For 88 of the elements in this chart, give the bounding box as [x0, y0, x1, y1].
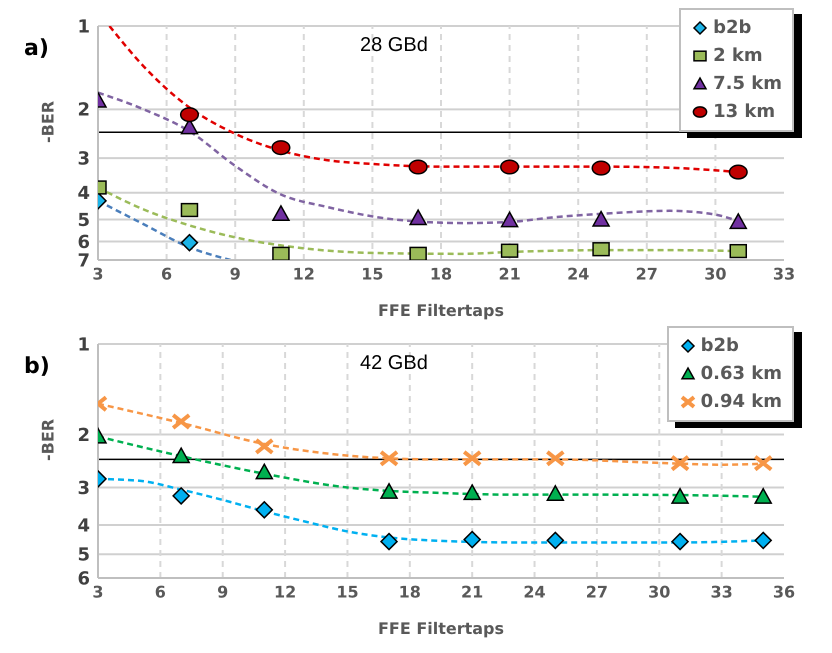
point [754, 532, 772, 550]
x-tick-label: 3 [92, 264, 104, 284]
point [409, 246, 427, 260]
x-tick-label: 3 [92, 582, 104, 602]
x-tick-label: 33 [710, 582, 733, 602]
x-tick-label: 15 [361, 264, 384, 284]
x-tick-label: 12 [274, 582, 296, 602]
point [730, 244, 748, 258]
x-tick-label: 18 [398, 582, 421, 602]
annotation: 28 GBd [360, 34, 428, 57]
x-tick-label: 27 [636, 264, 658, 284]
x-tick-label: 36 [772, 582, 796, 602]
x-axis-title: FFE Filtertaps [378, 301, 504, 320]
point [546, 485, 564, 501]
point [380, 532, 398, 550]
point [754, 488, 772, 504]
y-tick-label: 1 [77, 334, 90, 356]
legend-label: 0.63 km [700, 362, 782, 386]
point [463, 484, 481, 500]
point [500, 244, 518, 258]
x-tick-label: 15 [336, 582, 359, 602]
x-tick-label: 27 [586, 582, 608, 602]
point [592, 242, 610, 256]
point [462, 450, 482, 467]
x-tick-label: 9 [217, 582, 228, 602]
point [172, 487, 190, 505]
y-tick-label: 3 [77, 478, 90, 499]
point [671, 488, 689, 504]
point [409, 209, 427, 226]
x-tick-label: 30 [704, 264, 727, 284]
point [728, 164, 748, 180]
annotation: 42 GBd [360, 352, 428, 375]
x-tick-label: 21 [498, 264, 521, 284]
point [671, 532, 689, 550]
y-tick-label: 4 [77, 515, 90, 536]
point [500, 212, 518, 228]
point [180, 107, 200, 122]
point [753, 454, 774, 472]
y-tick-label: 1 [77, 16, 90, 38]
x-tick-label: 21 [461, 582, 484, 602]
y-tick-label: 5 [77, 544, 90, 566]
point [271, 140, 290, 156]
x-tick-label: 30 [648, 582, 670, 602]
y-tick-label: 2 [77, 100, 90, 121]
x-tick-label: 9 [230, 264, 241, 284]
x-tick-label: 33 [772, 264, 796, 284]
legend-label: 13 km [713, 100, 776, 124]
y-tick-label: 3 [77, 148, 90, 170]
x-tick-label: 12 [292, 264, 315, 284]
point [545, 450, 566, 467]
point [171, 413, 192, 430]
legend-label: 0.94 km [700, 390, 782, 414]
y-tick-label: 5 [77, 210, 90, 231]
point [180, 202, 198, 218]
point [592, 210, 610, 227]
point [670, 454, 690, 472]
y-axis-title: -BER [38, 418, 58, 461]
x-tick-label: 6 [154, 582, 166, 602]
legend-label: b2b [700, 334, 739, 358]
point [254, 438, 274, 455]
y-tick-label: 7 [77, 250, 90, 272]
point [172, 447, 190, 464]
point [379, 450, 400, 467]
point [463, 530, 481, 548]
point [408, 159, 428, 175]
y-axis-title: -BER [38, 100, 58, 143]
x-axis-title: FFE Filtertaps [378, 619, 504, 638]
legend-label: 7.5 km [713, 72, 782, 96]
y-tick-label: 4 [77, 183, 90, 204]
text: a) [24, 36, 49, 61]
point [500, 159, 520, 175]
point [380, 483, 398, 499]
x-tick-label: 24 [567, 264, 590, 284]
x-tick-label: 18 [430, 264, 452, 284]
point [256, 464, 274, 480]
y-tick-label: 2 [77, 424, 90, 446]
text: b) [24, 354, 50, 379]
point [592, 160, 611, 176]
legend-label: b2b [713, 16, 752, 40]
point [272, 246, 290, 260]
legend-label: 2 km [713, 44, 763, 68]
x-tick-label: 6 [161, 264, 172, 284]
point [730, 213, 748, 230]
point [546, 532, 564, 550]
point [272, 205, 290, 222]
point [256, 501, 274, 519]
y-tick-label: 6 [77, 232, 90, 253]
x-tick-label: 24 [523, 582, 546, 602]
